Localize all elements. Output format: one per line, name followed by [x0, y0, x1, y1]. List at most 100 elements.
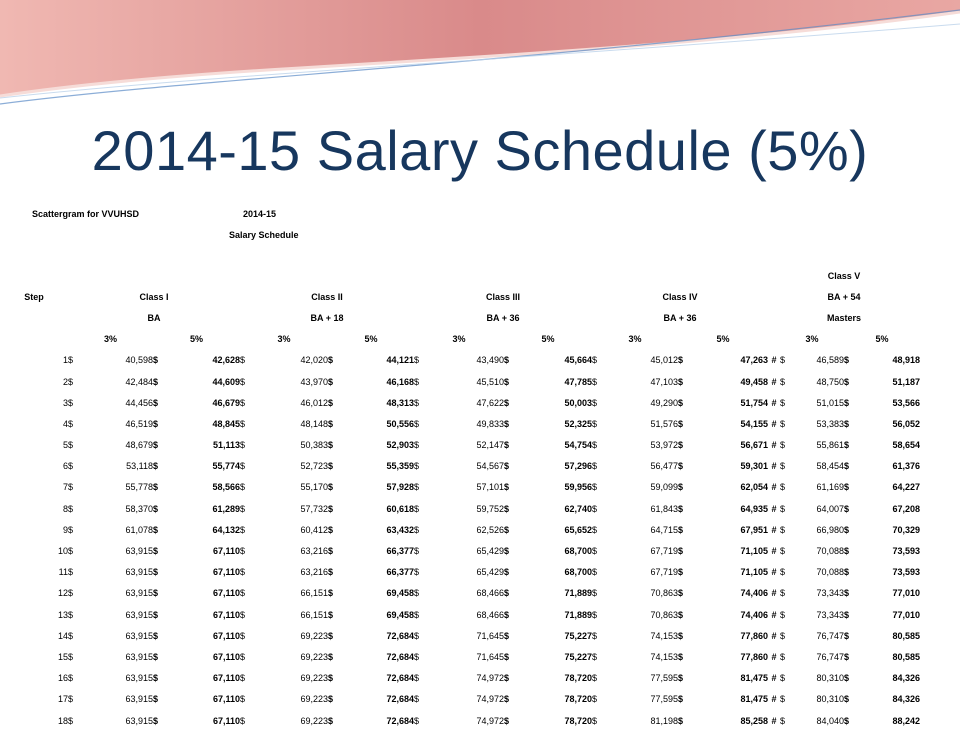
class-top: Class V — [827, 270, 861, 281]
salary-cell: 49,833 — [476, 418, 504, 429]
currency-symbol: $ — [504, 503, 510, 514]
overflow-marker: # — [771, 546, 777, 557]
salary-cell: 42,484 — [125, 376, 153, 387]
currency-symbol: $ — [844, 503, 850, 514]
schedule-label: Salary Schedule — [229, 230, 299, 240]
salary-cell: 57,732 — [300, 503, 328, 514]
salary-cell: 52,147 — [476, 440, 504, 451]
currency-symbol: $ — [414, 418, 420, 429]
currency-symbol: $ — [592, 694, 598, 705]
salary-cell: 81,475 — [740, 694, 768, 705]
salary-cell: 63,915 — [125, 694, 153, 705]
currency-symbol: $ — [414, 694, 420, 705]
degree-row: BA BA + 18 BA + 36 BA + 36 Masters — [0, 307, 920, 328]
salary-cell: 78,720 — [564, 673, 592, 684]
currency-symbol: $ — [504, 376, 510, 387]
salary-cell: 45,012 — [650, 355, 678, 366]
pct-3: 3% — [103, 334, 117, 345]
salary-table: Class V Step Class I Class II Class III … — [0, 265, 920, 731]
salary-cell: 59,752 — [476, 503, 504, 514]
step-number: 14 — [57, 630, 68, 641]
currency-symbol: $ — [153, 397, 159, 408]
currency-symbol: $ — [240, 588, 246, 599]
salary-cell: 69,223 — [300, 715, 328, 726]
pct-3: 3% — [452, 334, 466, 345]
salary-cell: 58,654 — [892, 440, 921, 451]
overflow-marker: # — [771, 694, 777, 705]
pct-5: 5% — [716, 334, 730, 345]
salary-cell: 67,110 — [212, 630, 240, 641]
class-degree: BA + 18 — [310, 312, 344, 323]
currency-symbol: $ — [678, 630, 684, 641]
salary-cell: 72,684 — [386, 694, 414, 705]
currency-symbol: $ — [780, 651, 786, 662]
currency-symbol: $ — [678, 503, 684, 514]
step-number: 18 — [57, 715, 68, 726]
overflow-marker: # — [771, 376, 777, 387]
overflow-marker: # — [771, 397, 777, 408]
currency-symbol: $ — [678, 376, 684, 387]
salary-cell: 77,010 — [892, 588, 921, 599]
salary-cell: 62,526 — [476, 524, 504, 535]
salary-cell: 67,110 — [212, 673, 240, 684]
table-row: 6 $53,118 $55,774 $52,723 $55,359 $54,567 $57,… — [0, 456, 920, 477]
currency-symbol: $ — [328, 524, 334, 535]
currency-symbol: $ — [504, 418, 510, 429]
currency-symbol: $ — [592, 588, 598, 599]
currency-symbol: $ — [844, 715, 850, 726]
salary-cell: 61,289 — [212, 503, 240, 514]
salary-cell: 50,003 — [564, 397, 592, 408]
salary-cell: 47,103 — [650, 376, 678, 387]
currency-symbol: $ — [504, 651, 510, 662]
step-number: 16 — [57, 673, 68, 684]
salary-cell: 74,153 — [650, 651, 678, 662]
salary-cell: 66,151 — [300, 609, 328, 620]
currency-symbol: $ — [328, 651, 334, 662]
percent-row: 3% 5% 3% 5% 3% 5% 3% 5% 3% 5% — [0, 329, 920, 350]
currency-symbol: $ — [678, 440, 684, 451]
salary-cell: 44,121 — [386, 355, 414, 366]
step-number: 12 — [57, 588, 68, 599]
salary-cell: 51,015 — [816, 397, 844, 408]
currency-symbol: $ — [414, 546, 420, 557]
currency-symbol: $ — [678, 482, 684, 493]
currency-symbol: $ — [780, 503, 786, 514]
currency-symbol: $ — [592, 673, 598, 684]
salary-cell: 68,700 — [564, 546, 592, 557]
currency-symbol: $ — [328, 588, 334, 599]
overflow-marker: # — [771, 567, 777, 578]
salary-cell: 63,915 — [125, 609, 153, 620]
currency-symbol: $ — [414, 567, 420, 578]
salary-cell: 56,477 — [650, 461, 678, 472]
salary-cell: 48,679 — [125, 440, 153, 451]
currency-symbol: $ — [504, 546, 510, 557]
salary-cell: 54,754 — [564, 440, 592, 451]
step-number: 4 — [62, 418, 68, 429]
salary-cell: 48,313 — [386, 397, 414, 408]
currency-symbol: $ — [844, 630, 850, 641]
salary-cell: 60,412 — [300, 524, 328, 535]
currency-symbol: $ — [844, 588, 850, 599]
currency-symbol: $ — [592, 397, 598, 408]
class-name: Class IV — [662, 291, 698, 302]
currency-symbol: $ — [844, 482, 850, 493]
salary-cell: 51,576 — [650, 418, 678, 429]
salary-cell: 64,227 — [892, 482, 921, 493]
currency-symbol: $ — [68, 609, 74, 620]
currency-symbol: $ — [68, 524, 74, 535]
currency-symbol: $ — [414, 609, 420, 620]
salary-cell: 80,585 — [892, 651, 921, 662]
currency-symbol: $ — [678, 609, 684, 620]
currency-symbol: $ — [780, 609, 786, 620]
salary-cell: 65,652 — [564, 524, 592, 535]
currency-symbol: $ — [592, 461, 598, 472]
salary-cell: 59,956 — [564, 482, 592, 493]
table-row: 14 $63,915 $67,110 $69,223 $72,684 $71,645 $75… — [0, 625, 920, 646]
currency-symbol: $ — [844, 524, 850, 535]
salary-cell: 74,972 — [476, 694, 504, 705]
salary-cell: 70,863 — [650, 588, 678, 599]
table-row: 3 $44,456 $46,679 $46,012 $48,313 $47,622 $50,… — [0, 392, 920, 413]
currency-symbol: $ — [153, 673, 159, 684]
currency-symbol: $ — [328, 418, 334, 429]
step-number: 8 — [62, 503, 68, 514]
